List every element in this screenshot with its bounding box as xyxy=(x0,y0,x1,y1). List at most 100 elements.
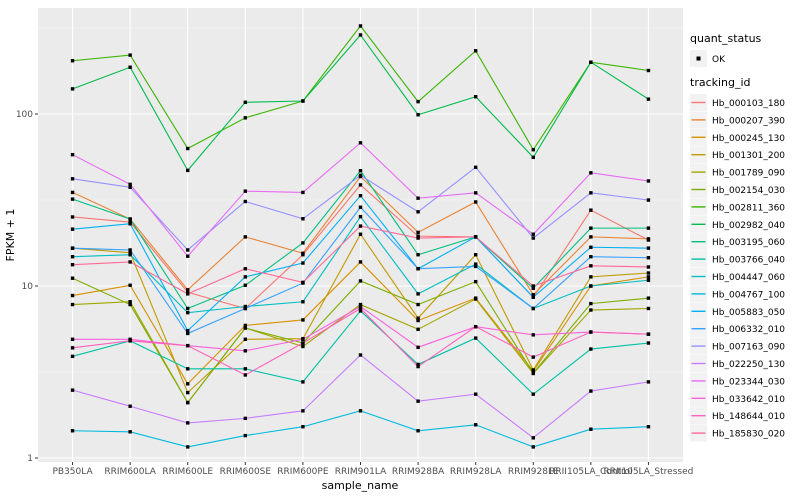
legend-item-label: Hb_004767_100 xyxy=(712,290,785,300)
x-tick-label: RRIM928LE xyxy=(508,467,559,477)
data-point xyxy=(186,168,190,173)
legend-item-label: Hb_000245_130 xyxy=(712,134,785,144)
data-point xyxy=(531,236,535,240)
data-point xyxy=(646,237,651,241)
data-point xyxy=(531,392,535,396)
data-point xyxy=(473,191,478,195)
data-point xyxy=(186,343,190,348)
y-tick-label: 1 xyxy=(27,454,33,464)
data-point xyxy=(589,191,593,195)
data-point xyxy=(358,33,363,37)
data-point xyxy=(473,392,478,396)
data-point xyxy=(358,302,363,307)
data-point xyxy=(646,341,651,345)
data-point xyxy=(589,301,593,306)
data-point xyxy=(531,295,535,299)
data-point xyxy=(589,308,593,312)
data-point xyxy=(70,293,75,298)
data-point xyxy=(128,248,132,252)
data-point xyxy=(358,409,363,413)
data-point xyxy=(243,433,248,438)
data-point xyxy=(128,339,132,343)
data-point xyxy=(128,404,132,408)
data-point xyxy=(358,279,363,283)
data-point xyxy=(70,227,75,231)
data-point xyxy=(589,347,593,351)
legend-item-label: Hb_148644_010 xyxy=(712,412,785,422)
data-point xyxy=(186,382,190,386)
data-point xyxy=(186,292,190,296)
data-point xyxy=(186,306,190,311)
data-point xyxy=(358,304,363,309)
data-point xyxy=(186,445,190,449)
data-point xyxy=(186,328,190,333)
data-point xyxy=(301,190,305,195)
data-point xyxy=(70,388,75,392)
data-point xyxy=(416,318,420,323)
data-point xyxy=(243,349,248,353)
data-point xyxy=(473,264,478,269)
legend-item-label: Hb_001789_090 xyxy=(712,169,785,179)
data-point xyxy=(128,217,132,221)
data-point xyxy=(70,87,75,91)
data-point xyxy=(243,189,248,193)
y-axis-title: FPKM + 1 xyxy=(4,209,17,262)
data-point xyxy=(358,309,363,313)
data-point xyxy=(186,400,190,405)
data-point xyxy=(128,302,132,307)
data-point xyxy=(473,324,478,329)
legend-item-label: Hb_003766_040 xyxy=(712,256,785,266)
data-point xyxy=(70,346,75,350)
data-point xyxy=(531,286,535,290)
data-point xyxy=(301,318,305,322)
data-point xyxy=(70,190,75,195)
data-point xyxy=(531,436,535,440)
data-point xyxy=(531,355,535,359)
x-tick-label: RRIM901LA xyxy=(335,467,387,477)
data-point xyxy=(416,99,420,104)
legend-item-label: Hb_006332_010 xyxy=(712,325,785,335)
legend-item-label: Hb_033642_010 xyxy=(712,395,785,405)
data-point xyxy=(416,302,420,307)
data-point xyxy=(70,262,75,267)
data-point xyxy=(416,113,420,117)
data-point xyxy=(416,196,420,200)
data-point xyxy=(646,296,651,300)
data-point xyxy=(646,68,651,73)
data-point xyxy=(531,368,535,372)
data-point xyxy=(646,265,651,269)
data-point xyxy=(301,251,305,255)
data-point xyxy=(531,232,535,236)
data-point xyxy=(358,169,363,173)
data-point xyxy=(416,234,420,238)
data-point xyxy=(416,327,420,332)
data-point xyxy=(473,336,478,340)
legend-item-label: Hb_007163_090 xyxy=(712,343,785,353)
data-point xyxy=(301,341,305,345)
data-point xyxy=(243,267,248,271)
data-point xyxy=(589,245,593,249)
x-tick-label: RRIM600PE xyxy=(277,467,329,477)
data-point xyxy=(589,60,593,64)
data-point xyxy=(416,345,420,350)
data-point xyxy=(358,306,363,311)
data-point xyxy=(128,253,132,257)
data-point xyxy=(70,246,75,250)
data-point xyxy=(473,165,478,169)
data-point xyxy=(473,262,478,266)
data-point xyxy=(128,222,132,226)
data-point xyxy=(186,254,190,258)
series-lines xyxy=(70,24,651,449)
data-point xyxy=(589,389,593,393)
data-point xyxy=(301,99,305,103)
data-point xyxy=(186,310,190,315)
data-point xyxy=(589,235,593,239)
data-point xyxy=(186,421,190,425)
data-point xyxy=(70,152,75,157)
data-point xyxy=(243,116,248,120)
legend-item-label: Hb_002982_040 xyxy=(712,221,785,231)
data-point xyxy=(186,390,190,395)
data-point xyxy=(531,155,535,160)
data-point xyxy=(646,226,651,230)
